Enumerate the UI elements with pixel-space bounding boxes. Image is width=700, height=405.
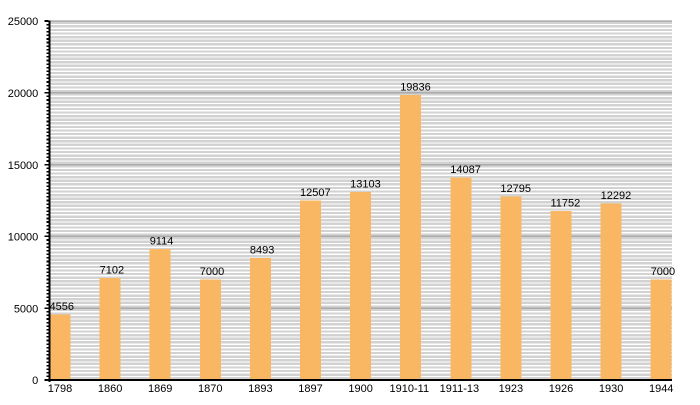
- svg-text:12795: 12795: [500, 183, 531, 195]
- svg-text:15000: 15000: [8, 160, 39, 172]
- svg-text:7000: 7000: [200, 266, 224, 278]
- svg-text:1926: 1926: [549, 383, 573, 395]
- svg-text:1910-11: 1910-11: [390, 383, 430, 395]
- svg-text:5000: 5000: [14, 303, 38, 315]
- svg-text:7102: 7102: [100, 265, 124, 277]
- svg-text:12507: 12507: [300, 187, 331, 199]
- svg-text:1869: 1869: [148, 383, 172, 395]
- svg-text:20000: 20000: [8, 88, 39, 100]
- svg-text:1897: 1897: [298, 383, 322, 395]
- svg-text:13103: 13103: [350, 178, 381, 190]
- svg-text:25000: 25000: [8, 16, 39, 28]
- svg-text:12292: 12292: [601, 190, 632, 202]
- svg-text:1923: 1923: [499, 383, 523, 395]
- svg-text:1860: 1860: [98, 383, 122, 395]
- svg-text:1944: 1944: [649, 383, 673, 395]
- svg-text:1911-13: 1911-13: [440, 383, 480, 395]
- svg-text:19836: 19836: [400, 82, 431, 94]
- svg-text:1798: 1798: [48, 383, 72, 395]
- svg-text:10000: 10000: [8, 232, 39, 244]
- svg-text:11752: 11752: [551, 198, 581, 210]
- svg-text:8493: 8493: [250, 245, 274, 257]
- svg-text:14087: 14087: [450, 164, 481, 176]
- svg-text:1900: 1900: [348, 383, 372, 395]
- svg-text:0: 0: [32, 375, 38, 387]
- svg-text:9114: 9114: [150, 236, 174, 248]
- svg-text:4556: 4556: [50, 301, 74, 313]
- svg-text:1930: 1930: [599, 383, 623, 395]
- svg-text:1870: 1870: [198, 383, 222, 395]
- svg-text:1893: 1893: [248, 383, 272, 395]
- svg-text:7000: 7000: [651, 266, 675, 278]
